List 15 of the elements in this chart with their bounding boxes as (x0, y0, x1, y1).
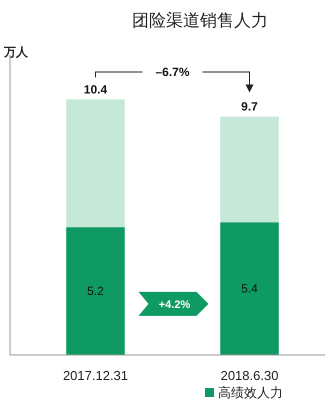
bar (220, 222, 279, 355)
legend-label: 高绩效人力 (218, 385, 283, 400)
annotation: –6.7% (155, 65, 190, 79)
chart-title: 团险渠道销售人力 (132, 11, 268, 30)
annotation: +4.2% (158, 298, 190, 311)
bar (66, 227, 125, 355)
total-label: 10.4 (84, 82, 108, 96)
x-tick-label: 2017.12.31 (62, 368, 128, 384)
x-tick-label: 2018.6.30 (220, 368, 278, 384)
bar (220, 116, 279, 222)
y-axis-title: 万人 (3, 45, 29, 59)
total-label: 9.7 (241, 100, 258, 114)
data-label: 5.2 (87, 284, 104, 298)
data-label: 5.4 (241, 282, 258, 296)
bar (66, 99, 125, 228)
